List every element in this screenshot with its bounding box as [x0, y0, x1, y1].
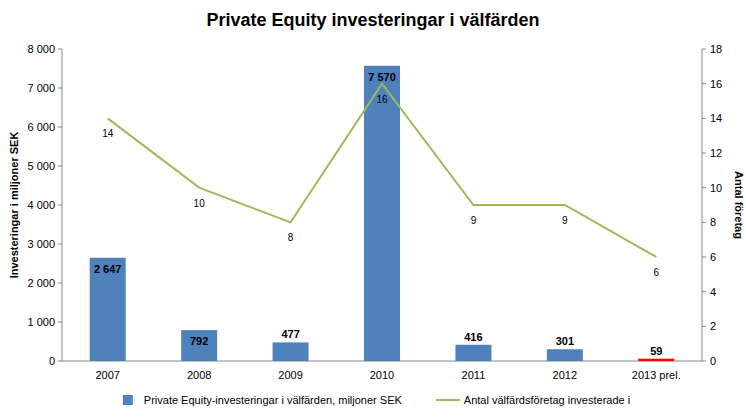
y-tick: [58, 244, 62, 245]
legend-label: Antal välfärdsföretag investerade i: [464, 394, 630, 406]
bar-label: 477: [281, 328, 299, 340]
y2-tick: [702, 187, 706, 188]
legend-label: Private Equity-investeringar i välfärden…: [144, 394, 403, 406]
background: [0, 0, 746, 419]
y2-axis-title: Antal företag: [733, 171, 745, 239]
y-tick: [58, 88, 62, 89]
y2-tick: [702, 49, 706, 50]
y-tick: [58, 166, 62, 167]
bar: [364, 66, 400, 361]
y2-tick-label: 18: [710, 43, 722, 55]
bar: [90, 258, 126, 361]
y-tick: [58, 49, 62, 50]
y2-tick-label: 2: [710, 320, 716, 332]
x-tick-label: 2013 prel.: [632, 369, 681, 381]
bar-label: 7 570: [368, 71, 396, 83]
line: [108, 84, 657, 257]
y2-tick-label: 16: [710, 78, 722, 90]
bar-label: 301: [556, 335, 574, 347]
bar: [547, 349, 583, 361]
x-tick-label: 2010: [370, 369, 394, 381]
y2-tick-label: 10: [710, 182, 722, 194]
y-tick: [58, 283, 62, 284]
legend-item: Antal välfärdsföretag investerade i: [436, 394, 630, 406]
title: Private Equity investeringar i välfärden: [206, 10, 539, 30]
bar-label: 59: [650, 345, 662, 357]
line-label: 14: [102, 128, 114, 139]
bar: [638, 359, 674, 361]
y-tick-label: 4 000: [27, 199, 55, 211]
y2-tick: [702, 257, 706, 258]
x-tick-label: 2009: [278, 369, 302, 381]
y2-tick-label: 4: [710, 286, 716, 298]
line-label: 16: [376, 94, 388, 105]
y-tick-label: 2 000: [27, 277, 55, 289]
x-tick-label: 2012: [553, 369, 577, 381]
y-tick-label: 0: [49, 355, 55, 367]
y2-tick-label: 0: [710, 355, 716, 367]
line-label: 6: [654, 267, 660, 278]
y2-tick-label: 8: [710, 216, 716, 228]
y-tick-label: 7 000: [27, 82, 55, 94]
legend-swatch: [436, 399, 460, 401]
x-tick-label: 2011: [462, 369, 486, 381]
y-tick-label: 1 000: [27, 316, 55, 328]
bar-label: 2 647: [94, 263, 122, 275]
y2-tick: [702, 153, 706, 154]
y2-tick: [702, 326, 706, 327]
y-tick-label: 3 000: [27, 238, 55, 250]
y2-axis-line: [702, 49, 703, 361]
chart: Private Equity investeringar i välfärden…: [0, 0, 746, 419]
plot-area: [90, 66, 675, 361]
y-tick: [58, 205, 62, 206]
bar-label: 792: [190, 335, 208, 347]
x-tick-label: 2007: [95, 369, 119, 381]
x-tick-label: 2008: [187, 369, 211, 381]
bar: [455, 345, 491, 361]
line-label: 9: [471, 215, 477, 226]
y-tick-label: 8 000: [27, 43, 55, 55]
y-tick: [58, 127, 62, 128]
line-label: 9: [562, 215, 568, 226]
y2-tick: [702, 361, 706, 362]
bar-label: 416: [464, 331, 482, 343]
y2-tick: [702, 291, 706, 292]
y2-tick: [702, 83, 706, 84]
y-axis-title: Investeringar i miljoner SEK: [8, 132, 20, 279]
legend-item: Private Equity-investeringar i välfärden…: [123, 394, 403, 406]
bar: [181, 330, 217, 361]
data-labels: 2 647 792 477 7 570 416 301 59 14 10 8 16 9 9 6: [94, 71, 662, 357]
y2-tick-label: 6: [710, 251, 716, 263]
y-tick-label: 5 000: [27, 160, 55, 172]
y-tick-label: 6 000: [27, 121, 55, 133]
y-tick: [58, 361, 62, 362]
y2-tick-label: 14: [710, 112, 722, 124]
line-label: 8: [288, 232, 294, 243]
legend-swatch: [123, 395, 133, 405]
bar: [273, 342, 309, 361]
y-tick: [58, 322, 62, 323]
y2-tick-label: 12: [710, 147, 722, 159]
line-label: 10: [194, 198, 206, 209]
y2-tick: [702, 222, 706, 223]
legend: Private Equity-investeringar i välfärden…: [123, 394, 630, 406]
y2-tick: [702, 118, 706, 119]
